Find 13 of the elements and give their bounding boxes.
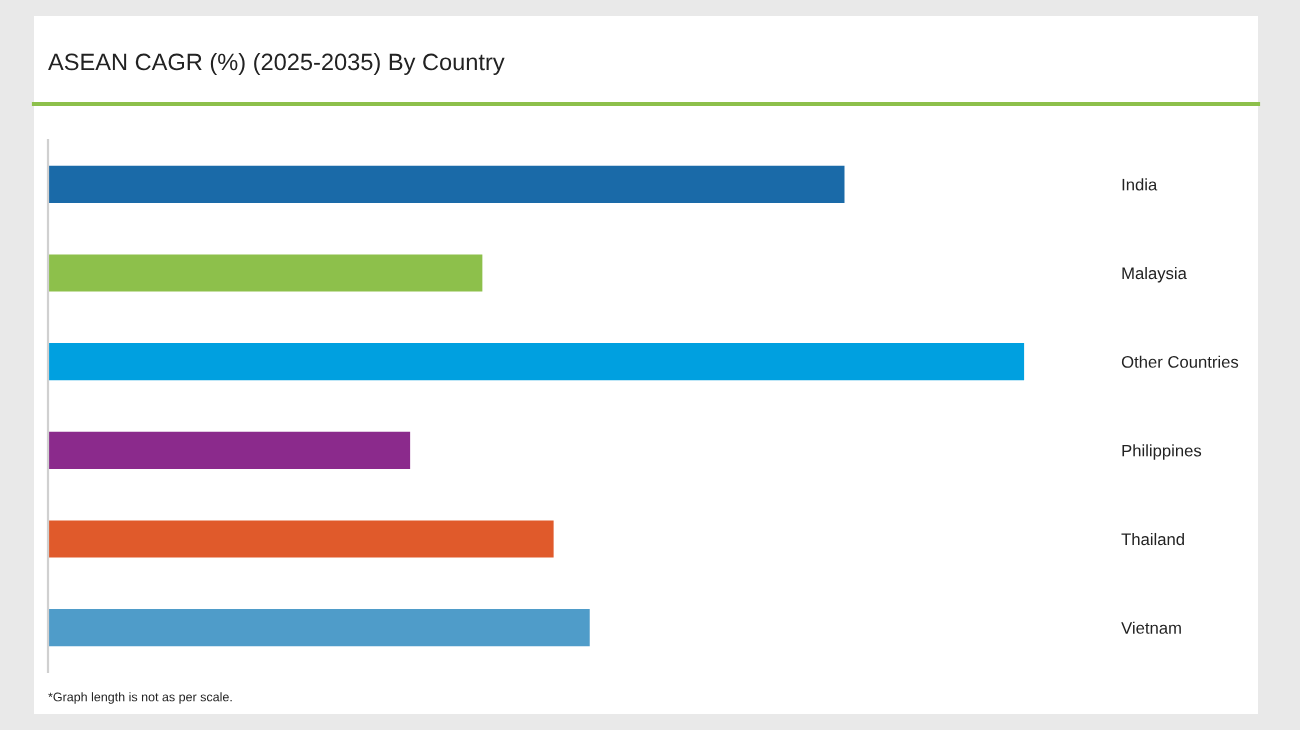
y-tick-label: India — [1122, 178, 1158, 191]
bar — [48, 254, 483, 292]
y-tick-label: Other Countries — [1121, 355, 1239, 368]
bar — [48, 520, 554, 558]
bar — [48, 609, 590, 647]
bar — [48, 343, 1025, 381]
bar — [48, 431, 411, 469]
y-tick-label: Vietnam — [1121, 621, 1181, 634]
y-tick-label: Thailand — [1121, 532, 1184, 546]
chart-title: ASEAN CAGR (%) (2025-2035) By Country — [48, 53, 505, 76]
y-tick-label: Malaysia — [1122, 266, 1187, 283]
bar — [48, 165, 845, 203]
y-tick-label: Philippines — [1122, 444, 1202, 460]
